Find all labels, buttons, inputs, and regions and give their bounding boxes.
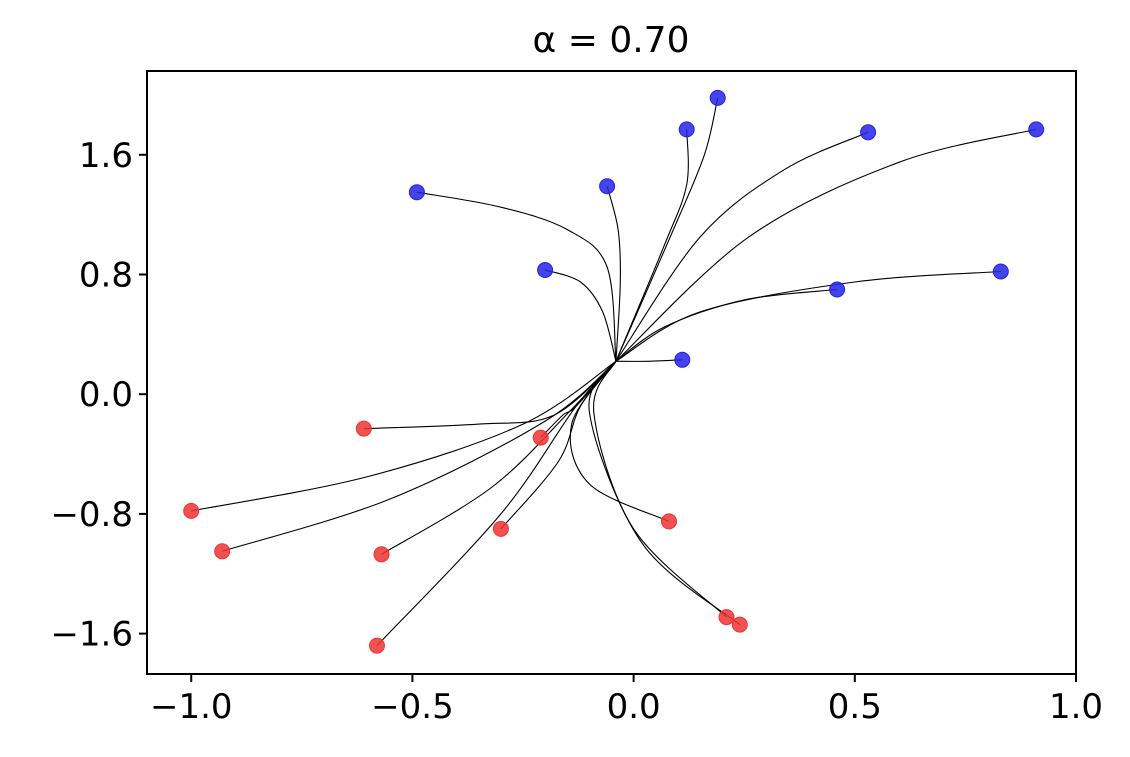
x-tick-label: −1.0 [150, 687, 233, 727]
trajectory-line [544, 269, 617, 362]
trajectory-line [191, 360, 617, 512]
blue-point [1028, 121, 1045, 138]
y-tick-label: −0.8 [50, 495, 133, 535]
x-tick-label: −0.5 [371, 687, 454, 727]
x-tick-label: 0.0 [607, 687, 661, 727]
x-tick-label: 1.0 [1049, 687, 1103, 727]
blue-point [709, 89, 726, 106]
trajectory-line [615, 288, 838, 362]
trajectory-line [615, 359, 683, 362]
y-axis: −1.6 −0.8 0.0 0.8 1.6 [50, 136, 147, 655]
trajectory-line [615, 128, 1037, 362]
red-point [492, 520, 509, 537]
red-point [183, 502, 200, 519]
plot-frame [146, 70, 1077, 675]
y-tick-label: 0.8 [79, 255, 133, 295]
red-point [369, 637, 385, 654]
y-tick-label: 0.0 [79, 375, 133, 415]
trajectory-layer [191, 97, 1037, 646]
trajectory-line [376, 360, 617, 646]
blue-point [408, 184, 425, 201]
x-axis: −1.0 −0.5 0.0 0.5 1.0 [150, 674, 1103, 727]
x-tick-label: 0.5 [828, 687, 882, 727]
trajectory-line [615, 97, 719, 362]
trajectory-line [222, 360, 617, 552]
red-point [718, 609, 735, 626]
red-point [661, 513, 677, 530]
trajectory-line [615, 270, 1001, 362]
blue-point [829, 281, 846, 298]
trajectory-line [615, 131, 869, 362]
trajectory-line [416, 191, 617, 362]
chart-title: α = 0.70 [533, 20, 690, 61]
y-tick-label: −1.6 [50, 615, 133, 655]
blue-point [599, 178, 616, 195]
red-point [355, 420, 372, 437]
red-point [214, 543, 231, 560]
trajectory-line [588, 360, 741, 626]
blue-point [992, 263, 1009, 280]
trajectory-line [363, 360, 617, 430]
trajectory-line [606, 186, 621, 362]
blue-point [860, 124, 877, 141]
red-point [373, 546, 390, 563]
red-point [731, 616, 748, 633]
y-tick-label: 1.6 [79, 136, 133, 176]
blue-point [674, 351, 691, 368]
red-point [532, 429, 549, 446]
blue-point [678, 121, 695, 138]
blue-point [537, 262, 554, 278]
trajectory-line [615, 129, 689, 362]
point-layer [183, 89, 1045, 654]
